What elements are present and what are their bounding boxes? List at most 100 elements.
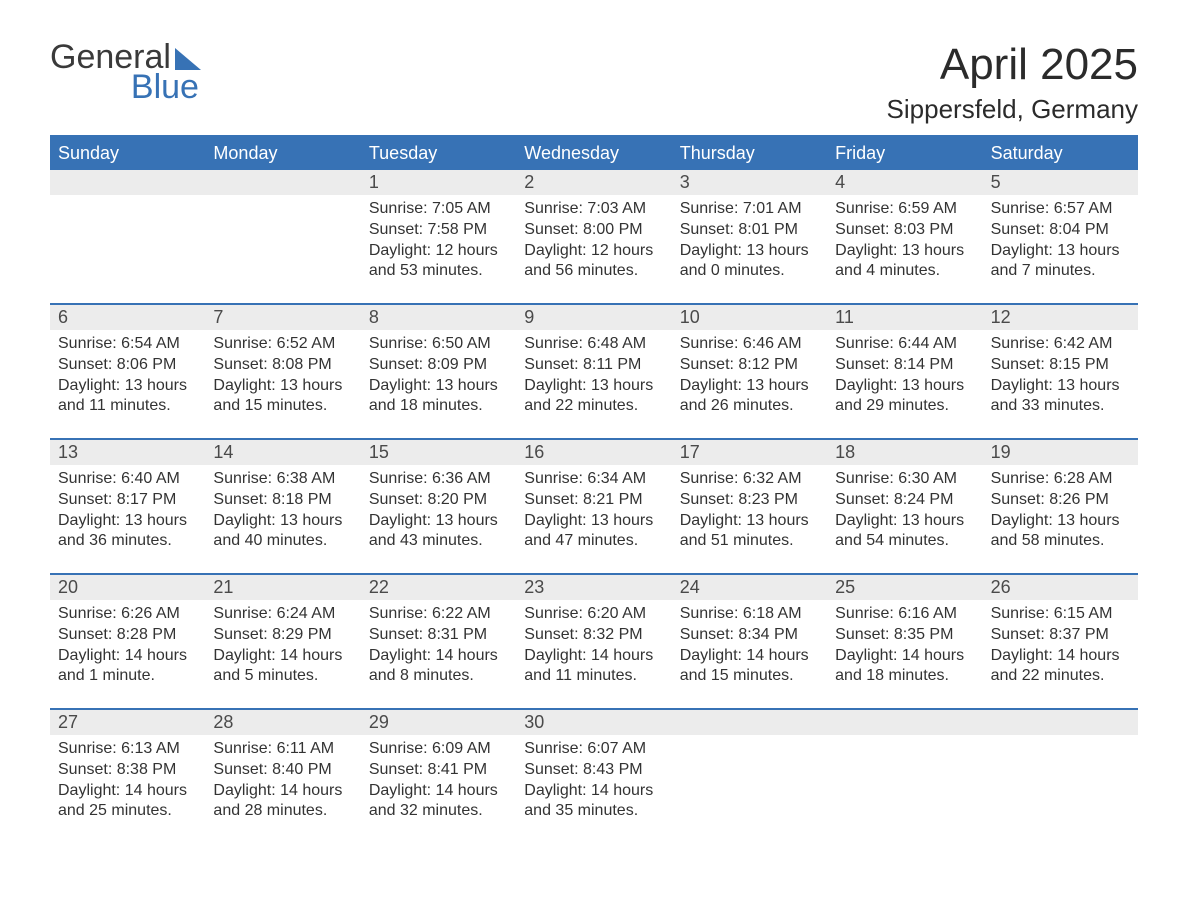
- day-of-week-header: Sunday Monday Tuesday Wednesday Thursday…: [50, 137, 1138, 170]
- day-cell: Sunrise: 6:32 AMSunset: 8:23 PMDaylight:…: [672, 465, 827, 573]
- day-cell: Sunrise: 6:36 AMSunset: 8:20 PMDaylight:…: [361, 465, 516, 573]
- daylight-line: Daylight: 12 hours and 53 minutes.: [369, 241, 508, 283]
- sunrise-line: Sunrise: 6:20 AM: [524, 604, 663, 625]
- day-number: 27: [50, 710, 205, 735]
- day-cell: Sunrise: 6:48 AMSunset: 8:11 PMDaylight:…: [516, 330, 671, 438]
- month-title: April 2025: [887, 40, 1138, 90]
- day-cell: Sunrise: 7:05 AMSunset: 7:58 PMDaylight:…: [361, 195, 516, 303]
- calendar-week: 6789101112Sunrise: 6:54 AMSunset: 8:06 P…: [50, 303, 1138, 438]
- day-number: 30: [516, 710, 671, 735]
- day-number: 25: [827, 575, 982, 600]
- dow-friday: Friday: [827, 137, 982, 170]
- day-cell: Sunrise: 6:57 AMSunset: 8:04 PMDaylight:…: [983, 195, 1138, 303]
- day-cell: Sunrise: 6:40 AMSunset: 8:17 PMDaylight:…: [50, 465, 205, 573]
- location-subtitle: Sippersfeld, Germany: [887, 94, 1138, 125]
- daylight-line: Daylight: 13 hours and 29 minutes.: [835, 376, 974, 418]
- sunset-line: Sunset: 8:20 PM: [369, 490, 508, 511]
- day-number: 21: [205, 575, 360, 600]
- day-number: 9: [516, 305, 671, 330]
- sunset-line: Sunset: 8:34 PM: [680, 625, 819, 646]
- dow-wednesday: Wednesday: [516, 137, 671, 170]
- day-number-row: 6789101112: [50, 305, 1138, 330]
- daylight-line: Daylight: 13 hours and 26 minutes.: [680, 376, 819, 418]
- daylight-line: Daylight: 14 hours and 32 minutes.: [369, 781, 508, 823]
- sunrise-line: Sunrise: 6:28 AM: [991, 469, 1130, 490]
- weeks-container: 12345Sunrise: 7:05 AMSunset: 7:58 PMDayl…: [50, 170, 1138, 843]
- daylight-line: Daylight: 14 hours and 28 minutes.: [213, 781, 352, 823]
- calendar-week: 27282930Sunrise: 6:13 AMSunset: 8:38 PMD…: [50, 708, 1138, 843]
- day-cell: [827, 735, 982, 843]
- sunset-line: Sunset: 8:41 PM: [369, 760, 508, 781]
- sunset-line: Sunset: 8:31 PM: [369, 625, 508, 646]
- day-number: 19: [983, 440, 1138, 465]
- daylight-line: Daylight: 13 hours and 40 minutes.: [213, 511, 352, 553]
- sunset-line: Sunset: 8:32 PM: [524, 625, 663, 646]
- sunset-line: Sunset: 8:03 PM: [835, 220, 974, 241]
- sunrise-line: Sunrise: 6:13 AM: [58, 739, 197, 760]
- day-cell: [983, 735, 1138, 843]
- sunset-line: Sunset: 8:28 PM: [58, 625, 197, 646]
- day-cell: Sunrise: 6:07 AMSunset: 8:43 PMDaylight:…: [516, 735, 671, 843]
- sunrise-line: Sunrise: 7:05 AM: [369, 199, 508, 220]
- day-number: 5: [983, 170, 1138, 195]
- day-cell: Sunrise: 6:44 AMSunset: 8:14 PMDaylight:…: [827, 330, 982, 438]
- daylight-line: Daylight: 13 hours and 18 minutes.: [369, 376, 508, 418]
- day-cell: Sunrise: 6:22 AMSunset: 8:31 PMDaylight:…: [361, 600, 516, 708]
- dow-sunday: Sunday: [50, 137, 205, 170]
- day-number: 15: [361, 440, 516, 465]
- day-cell: [50, 195, 205, 303]
- day-number: 26: [983, 575, 1138, 600]
- day-cell: Sunrise: 6:28 AMSunset: 8:26 PMDaylight:…: [983, 465, 1138, 573]
- daylight-line: Daylight: 14 hours and 25 minutes.: [58, 781, 197, 823]
- sunset-line: Sunset: 8:09 PM: [369, 355, 508, 376]
- dow-tuesday: Tuesday: [361, 137, 516, 170]
- daylight-line: Daylight: 12 hours and 56 minutes.: [524, 241, 663, 283]
- daylight-line: Daylight: 13 hours and 7 minutes.: [991, 241, 1130, 283]
- sunrise-line: Sunrise: 6:18 AM: [680, 604, 819, 625]
- logo: General Blue: [50, 40, 201, 104]
- day-cell: [672, 735, 827, 843]
- sunrise-line: Sunrise: 6:40 AM: [58, 469, 197, 490]
- daylight-line: Daylight: 14 hours and 8 minutes.: [369, 646, 508, 688]
- daylight-line: Daylight: 14 hours and 35 minutes.: [524, 781, 663, 823]
- day-data-row: Sunrise: 7:05 AMSunset: 7:58 PMDaylight:…: [50, 195, 1138, 303]
- title-block: April 2025 Sippersfeld, Germany: [887, 40, 1138, 125]
- sunset-line: Sunset: 8:08 PM: [213, 355, 352, 376]
- sunset-line: Sunset: 8:26 PM: [991, 490, 1130, 511]
- day-number: 22: [361, 575, 516, 600]
- day-cell: Sunrise: 6:34 AMSunset: 8:21 PMDaylight:…: [516, 465, 671, 573]
- logo-flag-icon: [175, 48, 201, 70]
- day-cell: Sunrise: 6:09 AMSunset: 8:41 PMDaylight:…: [361, 735, 516, 843]
- sunset-line: Sunset: 8:23 PM: [680, 490, 819, 511]
- day-cell: Sunrise: 6:52 AMSunset: 8:08 PMDaylight:…: [205, 330, 360, 438]
- day-cell: Sunrise: 6:20 AMSunset: 8:32 PMDaylight:…: [516, 600, 671, 708]
- sunset-line: Sunset: 8:00 PM: [524, 220, 663, 241]
- sunset-line: Sunset: 8:14 PM: [835, 355, 974, 376]
- day-cell: Sunrise: 6:46 AMSunset: 8:12 PMDaylight:…: [672, 330, 827, 438]
- sunset-line: Sunset: 8:15 PM: [991, 355, 1130, 376]
- day-cell: [205, 195, 360, 303]
- sunset-line: Sunset: 8:17 PM: [58, 490, 197, 511]
- calendar-week: 13141516171819Sunrise: 6:40 AMSunset: 8:…: [50, 438, 1138, 573]
- sunset-line: Sunset: 8:35 PM: [835, 625, 974, 646]
- day-cell: Sunrise: 6:50 AMSunset: 8:09 PMDaylight:…: [361, 330, 516, 438]
- sunrise-line: Sunrise: 6:59 AM: [835, 199, 974, 220]
- sunrise-line: Sunrise: 6:24 AM: [213, 604, 352, 625]
- sunset-line: Sunset: 8:01 PM: [680, 220, 819, 241]
- daylight-line: Daylight: 13 hours and 0 minutes.: [680, 241, 819, 283]
- sunrise-line: Sunrise: 6:34 AM: [524, 469, 663, 490]
- day-cell: Sunrise: 6:54 AMSunset: 8:06 PMDaylight:…: [50, 330, 205, 438]
- day-number: 28: [205, 710, 360, 735]
- daylight-line: Daylight: 14 hours and 18 minutes.: [835, 646, 974, 688]
- sunrise-line: Sunrise: 6:48 AM: [524, 334, 663, 355]
- day-cell: Sunrise: 6:30 AMSunset: 8:24 PMDaylight:…: [827, 465, 982, 573]
- sunset-line: Sunset: 8:37 PM: [991, 625, 1130, 646]
- day-number: [983, 710, 1138, 735]
- day-data-row: Sunrise: 6:54 AMSunset: 8:06 PMDaylight:…: [50, 330, 1138, 438]
- sunset-line: Sunset: 8:18 PM: [213, 490, 352, 511]
- sunrise-line: Sunrise: 6:36 AM: [369, 469, 508, 490]
- day-number: [672, 710, 827, 735]
- day-cell: Sunrise: 6:11 AMSunset: 8:40 PMDaylight:…: [205, 735, 360, 843]
- sunrise-line: Sunrise: 6:54 AM: [58, 334, 197, 355]
- sunrise-line: Sunrise: 6:57 AM: [991, 199, 1130, 220]
